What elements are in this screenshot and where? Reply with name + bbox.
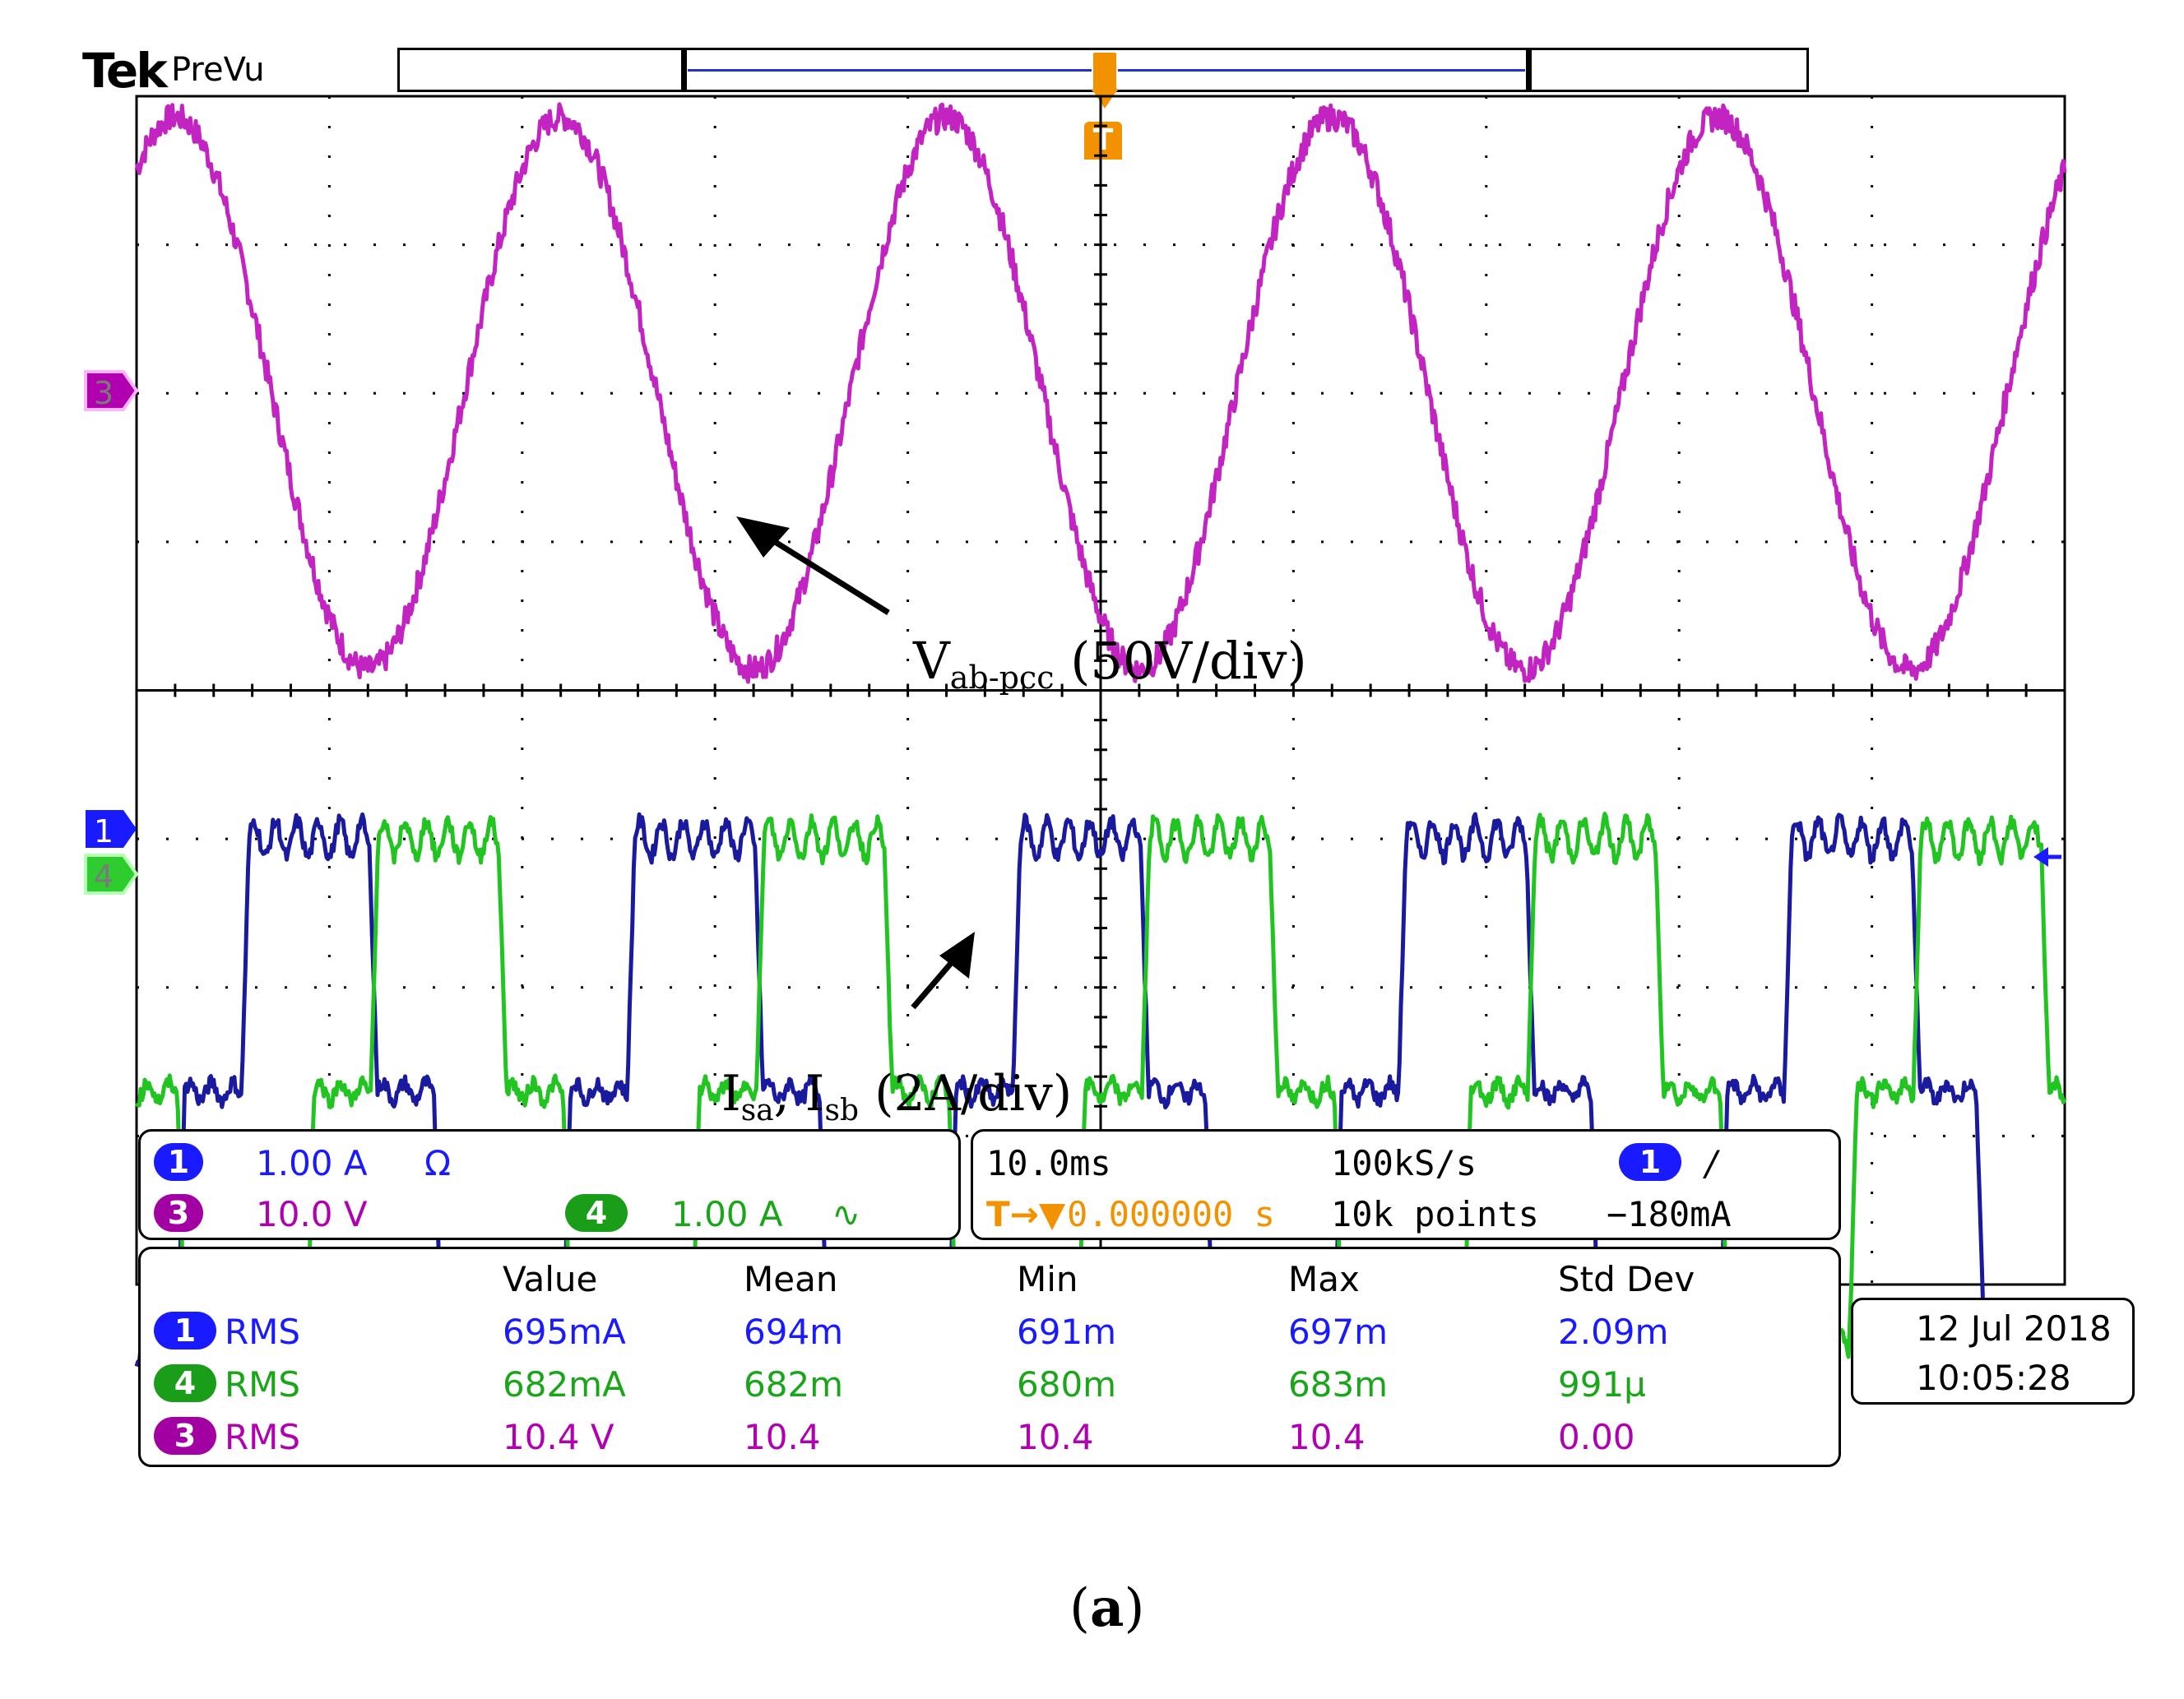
ch4-coupling-icon: ∿: [832, 1194, 861, 1234]
trigger-position: 0.000000 s: [1067, 1194, 1275, 1234]
measure-row1-std: 2.09m: [1558, 1312, 1669, 1352]
measure-col-value: Value: [503, 1259, 598, 1299]
measurements-panel[interactable]: Value Mean Min Max Std Dev 1 RMS 695mA 6…: [138, 1247, 1841, 1467]
measure-row1-type: RMS: [225, 1312, 301, 1352]
svg-text:1: 1: [94, 813, 114, 850]
tek-logo: Tek: [82, 43, 168, 99]
measure-row1-min: 691m: [1017, 1312, 1117, 1352]
trigger-position-icon: T→▼: [986, 1194, 1066, 1234]
current-arrow-head-icon: [939, 932, 975, 979]
datetime-panel: 12 Jul 2018 10:05:28: [1851, 1298, 2135, 1405]
measure-row2-mean: 682m: [744, 1364, 844, 1405]
measure-row2-max: 683m: [1288, 1364, 1389, 1405]
measure-row3-mean: 10.4: [744, 1417, 821, 1457]
measure-row2-std: 991µ: [1558, 1364, 1646, 1405]
measure-row3-value: 10.4 V: [503, 1417, 614, 1457]
ch1-coupling-icon: Ω: [424, 1143, 452, 1183]
channel-settings-panel[interactable]: 1 1.00 A Ω 3 10.0 V 4 1.00 A ∿: [138, 1129, 961, 1240]
measure-row2-type: RMS: [225, 1364, 301, 1405]
voltage-arrow-head-icon: [736, 516, 790, 558]
ch4-scale: 1.00 A: [671, 1194, 783, 1234]
measure-row3-badge: 3: [154, 1417, 216, 1455]
time-label: 10:05:28: [1916, 1358, 2071, 1398]
graticule: [135, 95, 2066, 1286]
measure-col-mean: Mean: [744, 1259, 838, 1299]
trigger-marker-icon[interactable]: T: [1084, 122, 1122, 160]
measure-row3-min: 10.4: [1017, 1417, 1094, 1457]
svg-text:3: 3: [94, 375, 114, 411]
trigger-position-arrow-icon: [1092, 89, 1118, 109]
acquisition-mode: PreVu: [171, 51, 265, 89]
record-length: 10k points: [1331, 1194, 1539, 1234]
trace-v-ab-pcc: [134, 102, 2067, 684]
measure-row2-value: 682mA: [503, 1364, 626, 1405]
date-label: 12 Jul 2018: [1916, 1308, 2112, 1349]
ch1-badge: 1: [154, 1143, 203, 1181]
ch1-ground-marker[interactable]: 1: [86, 810, 137, 850]
measure-col-std-dev: Std Dev: [1558, 1259, 1695, 1299]
measure-col-max: Max: [1288, 1259, 1360, 1299]
trigger-source-badge: 1: [1619, 1143, 1681, 1181]
voltage-scale-label: Vab-pcc (50V/div): [912, 631, 1307, 696]
measure-col-min: Min: [1017, 1259, 1078, 1299]
measure-row1-mean: 694m: [744, 1312, 844, 1352]
measure-row2-badge: 4: [154, 1364, 216, 1402]
trigger-position-handle[interactable]: [1092, 51, 1118, 92]
figure-caption: (a): [1069, 1577, 1145, 1639]
sample-rate: 100kS/s: [1331, 1143, 1477, 1183]
ch3-scale: 10.0 V: [256, 1194, 368, 1234]
trigger-level: −180mA: [1607, 1194, 1732, 1234]
measure-row3-max: 10.4: [1288, 1417, 1366, 1457]
measure-row1-badge: 1: [154, 1312, 216, 1349]
measure-row1-max: 697m: [1288, 1312, 1389, 1352]
ch4-badge: 4: [565, 1194, 628, 1232]
ch3-ground-marker[interactable]: 3: [84, 370, 139, 411]
measure-row1-value: 695mA: [503, 1312, 626, 1352]
measure-row2-min: 680m: [1017, 1364, 1117, 1405]
timebase-panel[interactable]: 10.0ms 100kS/s 1 / T→▼ 0.000000 s 10k po…: [971, 1129, 1841, 1240]
measure-row3-type: RMS: [225, 1417, 301, 1457]
record-view-window[interactable]: [681, 48, 1532, 92]
trigger-level-marker-icon[interactable]: [2033, 847, 2061, 867]
ch1-scale: 1.00 A: [256, 1143, 368, 1183]
svg-text:4: 4: [94, 859, 114, 895]
ch4-ground-marker[interactable]: 4: [84, 854, 139, 895]
current-scale-label: Isa, Isb (2A/div): [721, 1065, 1072, 1127]
trigger-slope-icon: /: [1705, 1143, 1718, 1183]
time-per-div: 10.0ms: [986, 1143, 1111, 1183]
ch3-badge: 3: [154, 1194, 203, 1232]
measure-row3-std: 0.00: [1558, 1417, 1635, 1457]
annotations-overlay: Vab-pcc (50V/div) Isa, Isb (2A/div) 3 1 …: [84, 370, 2061, 1127]
